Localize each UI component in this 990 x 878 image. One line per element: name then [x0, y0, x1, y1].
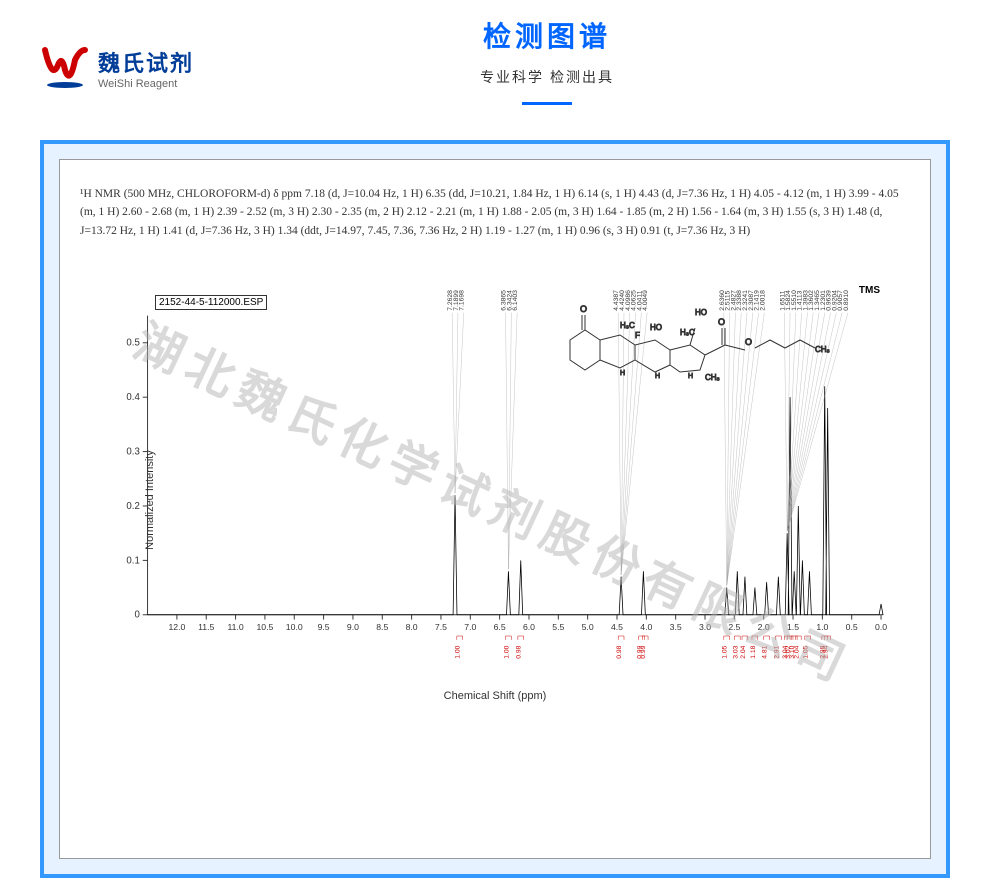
svg-text:1.5: 1.5	[787, 622, 799, 632]
svg-text:HO: HO	[695, 308, 707, 317]
svg-text:1.05: 1.05	[722, 646, 729, 659]
svg-text:0.5: 0.5	[126, 338, 139, 349]
svg-text:0: 0	[134, 610, 139, 621]
svg-text:8.0: 8.0	[406, 622, 418, 632]
svg-text:6.5: 6.5	[494, 622, 506, 632]
y-axis-label: Normalized Intensity	[144, 450, 156, 550]
svg-text:4.5: 4.5	[611, 622, 623, 632]
svg-text:8.5: 8.5	[376, 622, 388, 632]
svg-text:6.0: 6.0	[523, 622, 535, 632]
svg-text:CH₃: CH₃	[815, 345, 830, 354]
nmr-description: ¹H NMR (500 MHz, CHLOROFORM-d) δ ppm 7.1…	[80, 185, 910, 240]
svg-text:CH₃: CH₃	[705, 373, 720, 382]
molecular-structure-icon: O HO H₃C F O O CH₃ CH₃ H₃C HO H H H	[550, 260, 830, 400]
svg-text:HO: HO	[650, 323, 662, 332]
svg-text:1.05: 1.05	[803, 646, 810, 659]
esp-file-label: 2152-44-5-112000.ESP	[155, 295, 267, 310]
svg-text:H: H	[688, 373, 693, 380]
svg-text:1.18: 1.18	[750, 646, 757, 659]
svg-text:3.03: 3.03	[732, 646, 739, 659]
svg-text:7.1698: 7.1698	[459, 290, 466, 311]
svg-text:10.5: 10.5	[256, 622, 273, 632]
svg-text:9.5: 9.5	[318, 622, 330, 632]
tms-label: TMS	[859, 285, 880, 296]
svg-text:5.0: 5.0	[582, 622, 594, 632]
page-header: 魏氏试剂 WeiShi Reagent 检测图谱 专业科学 检测出具	[0, 0, 990, 130]
svg-text:0.2: 0.2	[126, 501, 139, 512]
svg-text:O: O	[718, 317, 725, 327]
svg-text:12.0: 12.0	[168, 622, 185, 632]
title-divider	[522, 102, 572, 105]
svg-text:0.5: 0.5	[846, 622, 858, 632]
spectrum-panel: ¹H NMR (500 MHz, CHLOROFORM-d) δ ppm 7.1…	[59, 159, 931, 859]
svg-text:7.5: 7.5	[435, 622, 447, 632]
svg-text:2.04: 2.04	[740, 646, 747, 659]
svg-text:0.4: 0.4	[126, 392, 140, 403]
svg-text:11.5: 11.5	[198, 622, 214, 632]
svg-text:3.0: 3.0	[699, 622, 711, 632]
svg-text:0.3: 0.3	[126, 447, 139, 458]
svg-text:3.5: 3.5	[670, 622, 682, 632]
svg-text:0.98: 0.98	[616, 646, 623, 659]
svg-text:0.98: 0.98	[516, 646, 523, 659]
svg-text:O: O	[580, 304, 587, 314]
svg-text:H₃C: H₃C	[680, 328, 695, 337]
svg-text:H₃C: H₃C	[620, 321, 635, 330]
svg-text:5.5: 5.5	[552, 622, 564, 632]
spectrum-frame: ¹H NMR (500 MHz, CHLOROFORM-d) δ ppm 7.1…	[40, 140, 950, 878]
svg-text:F: F	[635, 331, 640, 340]
svg-text:2.04: 2.04	[793, 646, 800, 659]
svg-text:1.00: 1.00	[455, 646, 462, 659]
svg-text:9.0: 9.0	[347, 622, 359, 632]
svg-text:H: H	[655, 373, 660, 380]
svg-text:7.0: 7.0	[464, 622, 476, 632]
svg-text:O: O	[745, 337, 752, 347]
svg-text:4.81: 4.81	[762, 646, 769, 659]
svg-text:0.0: 0.0	[875, 622, 887, 632]
svg-text:10.0: 10.0	[286, 622, 303, 632]
svg-text:6.1403: 6.1403	[512, 290, 519, 311]
logo-icon	[40, 45, 90, 90]
svg-text:0.99: 0.99	[640, 646, 647, 659]
page-subtitle: 专业科学 检测出具	[144, 67, 950, 87]
svg-text:4.0: 4.0	[640, 622, 652, 632]
svg-text:0.1: 0.1	[126, 555, 139, 566]
page-title: 检测图谱	[144, 15, 950, 55]
svg-text:2.91: 2.91	[773, 646, 780, 659]
svg-text:H: H	[620, 370, 625, 377]
svg-text:0.8910: 0.8910	[843, 290, 850, 311]
svg-text:1.00: 1.00	[503, 646, 510, 659]
svg-text:2.94: 2.94	[823, 646, 830, 659]
svg-text:1.0: 1.0	[816, 622, 828, 632]
svg-text:2.5: 2.5	[728, 622, 740, 632]
svg-text:2.0: 2.0	[758, 622, 770, 632]
svg-text:11.0: 11.0	[227, 622, 243, 632]
x-axis-label: Chemical Shift (ppm)	[80, 690, 910, 702]
